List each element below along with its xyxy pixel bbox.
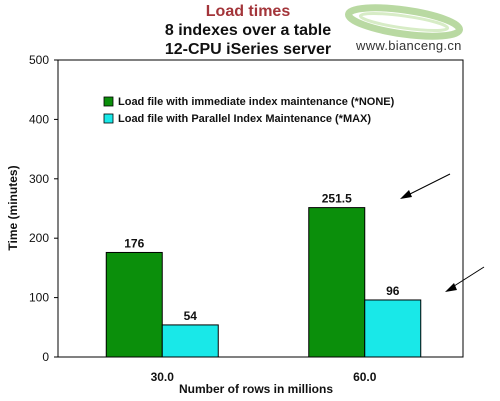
watermark-swoosh	[345, 4, 463, 40]
watermark-logo: www.bianceng.cn	[345, 4, 463, 53]
legend-label-none: Load file with immediate index maintenan…	[118, 96, 395, 108]
bar-max-1	[364, 299, 422, 358]
y-tick-label: 400	[29, 112, 49, 126]
bar-none-1	[308, 207, 366, 358]
chart-subtitle-line-1: 8 indexes over a table	[165, 22, 331, 39]
arrow-2-head	[445, 283, 457, 292]
data-label: 96	[386, 284, 400, 298]
watermark-swoosh-inner	[358, 11, 450, 33]
y-tick-label: 500	[29, 53, 49, 67]
y-tick-label: 200	[29, 231, 49, 245]
annotation-arrow-2	[445, 266, 485, 292]
y-tick-label: 0	[42, 350, 49, 364]
legend-swatch-max	[103, 113, 114, 124]
x-tick-label: 60.0	[353, 370, 377, 384]
x-axis-ticks: 30.0 60.0	[151, 370, 377, 384]
bar-none-0	[105, 251, 163, 358]
chart-title: Load times	[206, 3, 291, 20]
y-axis-label: Time (minutes)	[6, 165, 20, 250]
arrow-2-shaft	[450, 266, 485, 289]
y-tick-label: 100	[29, 291, 49, 305]
bars: 176 54 251.5 96	[105, 192, 422, 358]
data-label: 54	[184, 309, 198, 323]
data-label: 251.5	[322, 192, 352, 206]
watermark-text: www.bianceng.cn	[355, 38, 462, 53]
legend-swatch-none	[103, 96, 114, 107]
arrow-1-head	[400, 190, 412, 199]
x-tick-label: 30.0	[151, 370, 175, 384]
bar-max-0	[161, 324, 219, 358]
legend: Load file with immediate index maintenan…	[103, 96, 395, 125]
legend-label-max: Load file with Parallel Index Maintenanc…	[118, 113, 371, 125]
chart-subtitle-line-2: 12-CPU iSeries server	[165, 41, 331, 58]
data-label: 176	[124, 236, 144, 250]
arrow-1-shaft	[405, 173, 451, 197]
y-axis-ticks: 0 100 200 300 400 500	[29, 53, 58, 364]
annotation-arrow-1	[400, 173, 451, 199]
y-tick-label: 300	[29, 172, 49, 186]
x-axis-label: Number of rows in millions	[179, 382, 333, 396]
